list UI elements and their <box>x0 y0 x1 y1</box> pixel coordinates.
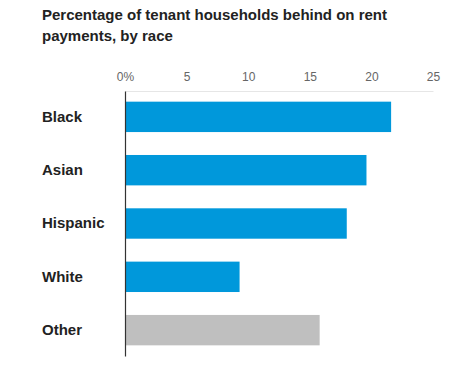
x-tick: 5 <box>184 70 191 91</box>
x-tick: 0% <box>117 70 135 91</box>
x-tick: 25 <box>427 70 441 91</box>
bars <box>125 102 391 346</box>
x-tick-label: 25 <box>427 70 441 84</box>
y-axis: Black Asian Hispanic White Other <box>42 92 126 357</box>
bar <box>125 208 347 238</box>
category-label: Asian <box>42 161 83 178</box>
bar <box>125 155 366 185</box>
title: Percentage of tenant households behind o… <box>42 6 387 44</box>
category-label: Black <box>42 108 83 125</box>
x-tick-label: 0% <box>117 70 135 84</box>
x-axis-line <box>126 91 434 92</box>
y-tick: Other <box>42 321 125 338</box>
y-tick: Black <box>42 108 125 125</box>
category-label: White <box>42 268 83 285</box>
x-tick-label: 10 <box>242 70 256 84</box>
chart: Percentage of tenant households behind o… <box>0 0 455 379</box>
x-tick: 15 <box>304 70 318 91</box>
y-tick: Asian <box>42 161 125 178</box>
x-tick-label: 5 <box>184 70 191 84</box>
bar <box>125 102 391 132</box>
x-tick: 10 <box>242 70 256 91</box>
category-label: Hispanic <box>42 214 105 231</box>
y-tick: White <box>42 268 125 285</box>
x-axis: 0% 5 10 15 20 25 <box>117 70 441 92</box>
bar <box>125 315 320 345</box>
y-axis-line <box>125 92 126 357</box>
category-label: Other <box>42 321 82 338</box>
plot: 0% 5 10 15 20 25 Black Asian Hispanic White Other <box>42 70 440 357</box>
x-tick-label: 15 <box>304 70 318 84</box>
x-tick-label: 20 <box>365 70 379 84</box>
x-tick: 20 <box>365 70 379 91</box>
y-tick: Hispanic <box>42 214 125 231</box>
bar <box>125 262 240 292</box>
